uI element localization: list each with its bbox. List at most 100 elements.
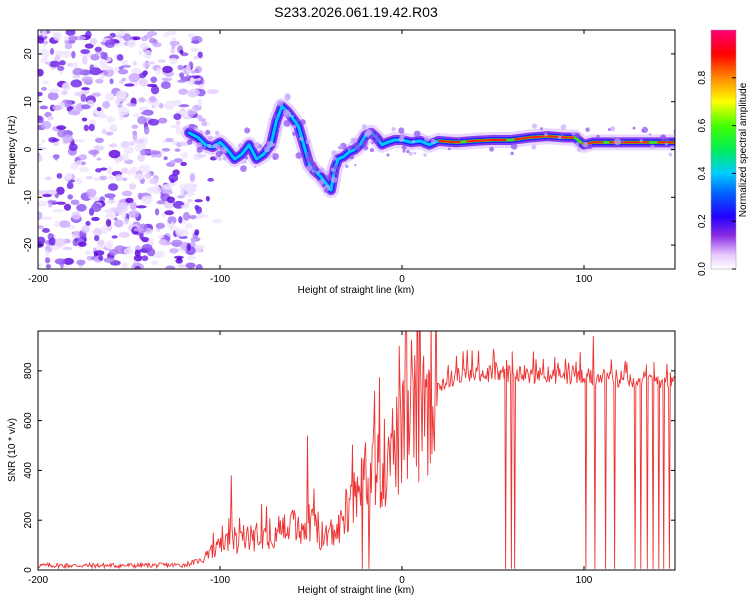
ridge-speckle [295,133,300,138]
ridge-speckle [212,143,218,149]
noise-blob [118,80,125,84]
ridge-speckle [244,160,247,164]
ridge-speckle [375,137,381,143]
noise-blob [148,150,161,155]
noise-blob [179,49,184,55]
ridge-speckle [300,119,306,125]
colorbar-tick-label: 0.2 [697,214,708,228]
noise-blob [64,43,73,50]
noise-blob [114,67,120,72]
noise-blob [140,111,150,116]
noise-blob [99,175,107,181]
noise-blob [138,72,147,79]
noise-blob [54,238,66,247]
noise-blob [38,200,48,207]
noise-blob [96,245,105,250]
ridge-speckle [571,131,576,136]
noise-blob [38,236,46,245]
noise-blob [141,243,153,251]
noise-blob [165,137,174,142]
noise-blob [158,59,166,63]
ridge-speckle [339,145,343,149]
noise-blob [56,125,67,130]
noise-blob [184,223,193,229]
noise-blob [94,46,102,53]
ridge-speckle [678,130,685,137]
noise-blob [189,173,196,183]
noise-blob [188,214,197,220]
noise-blob [106,116,116,124]
ridge-speckle [408,151,413,156]
noise-blob [129,201,137,211]
noise-blob [95,51,102,55]
noise-blob [114,219,124,228]
ridge-speckle [668,152,673,157]
ridge-speckle [577,147,581,152]
ridge-speckle [391,127,396,132]
noise-blob [95,168,102,173]
y-tick-label: -20 [23,237,34,252]
ridge-speckle [363,145,369,151]
ridge-speckle [276,132,279,136]
y-tick-label: 10 [23,96,34,108]
noise-blob [123,247,134,256]
noise-blob [133,138,145,144]
ridge-speckle [214,130,220,136]
noise-blob [73,61,78,70]
ridge-speckle [574,132,581,139]
noise-blob [41,80,50,85]
noise-blob [38,142,42,147]
noise-blob [128,183,137,190]
ridge-speckle [510,143,518,150]
ridge-speckle [354,163,357,167]
ridge-speckle [632,126,636,130]
noise-blob [56,201,66,205]
noise-blob [38,91,43,97]
noise-blob [121,262,129,269]
ridge-speckle [560,124,567,130]
noise-blob [207,177,214,182]
ridge-speckle [312,164,319,171]
noise-blob [151,104,156,109]
noise-blob [195,154,207,158]
x-tick-label: 100 [576,274,593,285]
ridge-speckle [664,142,668,146]
ridge-speckle [266,140,274,148]
ridge-speckle [373,133,379,139]
figure-title: S233.2026.061.19.42.R03 [274,4,438,20]
noise-blob [167,216,177,225]
noise-blob [194,199,203,203]
ridge-speckle [423,153,427,157]
noise-blob [176,195,186,199]
colorbar-tick-label: 0.0 [697,262,708,276]
ridge-speckle [268,154,272,158]
noise-blob [152,42,162,48]
noise-blob [85,175,93,180]
noise-blob [81,87,90,91]
noise-blob [48,60,61,68]
noise-blob [57,65,65,71]
ridge-speckle [596,134,600,139]
noise-blob [141,255,149,262]
noise-blob [187,255,196,261]
noise-blob [109,78,114,85]
noise-blob [104,92,115,102]
noise-blob [124,83,135,87]
noise-blob [54,220,61,228]
ridge-speckle [587,143,593,150]
noise-blob [42,227,50,233]
ridge-speckle [283,120,291,127]
noise-blob [93,197,100,202]
noise-blob [133,254,143,262]
noise-blob [38,190,48,195]
ridge-speckle [557,135,562,140]
noise-blob [75,103,85,112]
noise-blob [185,186,197,191]
noise-blob [162,65,173,74]
ridge-speckle [264,146,271,153]
ridge-speckle [207,143,212,149]
noise-blob [52,104,62,111]
noise-blob [100,51,106,60]
ridge-speckle [332,170,338,176]
